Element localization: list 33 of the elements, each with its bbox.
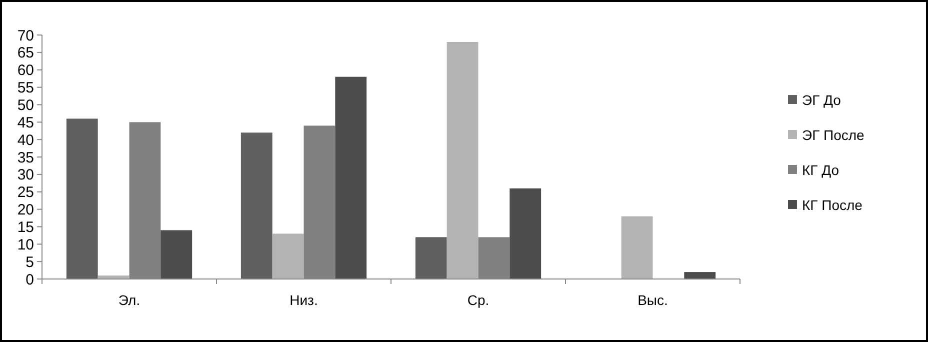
y-tick-label: 10 [17,236,34,254]
x-tick-label: Низ. [290,292,318,308]
bar [335,76,367,279]
bar [684,272,716,279]
y-tick-label: 20 [17,202,34,219]
y-tick-label: 70 [17,27,34,44]
bar [621,216,653,279]
y-tick-label: 60 [17,62,34,80]
y-tick-label: 55 [17,80,34,97]
y-tick-label: 35 [17,149,34,166]
bar [66,118,98,279]
bar [510,188,542,279]
bar [446,42,478,279]
bar [272,234,304,279]
bar [160,230,192,279]
legend-label: ЭГ После [802,126,865,143]
y-tick-label: 5 [26,254,34,271]
y-tick-label: 45 [17,114,34,132]
x-tick-label: Ср. [467,292,490,308]
legend-label: ЭГ До [802,92,842,108]
y-tick-label: 0 [26,271,34,288]
y-tick-label: 40 [17,132,34,149]
y-tick-label: 65 [17,44,34,62]
bar [240,132,272,279]
x-tick-label: Выс. [638,292,668,308]
x-tick-label: Эл. [118,292,140,308]
y-tick-label: 30 [17,166,34,184]
bar [415,237,447,279]
legend-label: КГ До [802,162,840,178]
y-tick-label: 25 [17,184,34,202]
y-tick-label: 50 [17,96,34,114]
y-tick-label: 15 [17,218,34,236]
legend-label: КГ После [802,196,863,213]
